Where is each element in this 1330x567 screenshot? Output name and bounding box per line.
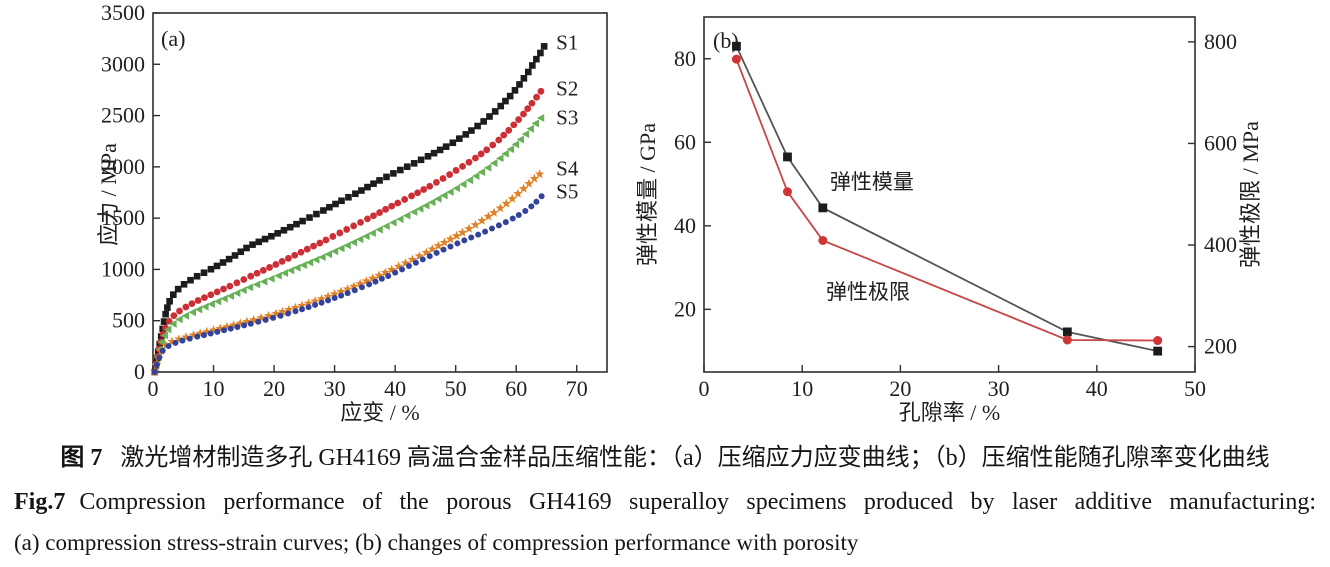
chart-a-x-tick-label: 60 (505, 376, 527, 401)
chart-b-x-tick-label: 50 (1184, 376, 1206, 401)
chart-a-series-S3 (150, 114, 545, 376)
chart-a-series-label-S5: S5 (556, 179, 578, 203)
caption-zh-text: 激光增材制造多孔 GH4169 高温合金样品压缩性能：（a）压缩应力应变曲线；（… (120, 445, 1270, 471)
figure-caption: 图 7 激光增材制造多孔 GH4169 高温合金样品压缩性能：（a）压缩应力应变曲… (14, 441, 1316, 559)
chart-b-y-left-tick-label: 40 (674, 213, 696, 238)
chart-a-series-label-S2: S2 (556, 76, 578, 100)
chart-a-series-S4 (150, 169, 545, 377)
chart-b-x-tick-label: 30 (988, 376, 1010, 401)
chart-b-y-left-tick-label: 80 (674, 46, 696, 71)
caption-line-en: Fig.7 Compression performance of the poro… (14, 485, 1316, 519)
chart-b-series-弹性极限 (731, 54, 1163, 346)
chart-b-x-tick-label: 10 (791, 376, 813, 401)
chart-a-y-tick-label: 0 (134, 359, 145, 384)
chart-a-series-label-S1: S1 (556, 31, 578, 55)
chart-b-x-axis-title: 孔隙率 / % (899, 400, 1000, 425)
figure-panels: 0 10 20 30 40 50 60 700500100015002000250030003… (96, 0, 1263, 425)
chart-b-y-right-tick-label: 800 (1204, 29, 1237, 54)
chart-b-y-right-tick-label: 400 (1204, 232, 1237, 257)
chart-a-x-tick-label: 40 (384, 376, 406, 401)
chart-b-annotation-弹性模量: 弹性模量 (830, 170, 914, 194)
caption-en-text: Compression performance of the porous GH… (79, 489, 1316, 515)
chart-b-y-right-tick-label: 200 (1204, 334, 1237, 359)
chart-a-y-tick-label: 3000 (101, 51, 145, 76)
chart-a: 0 10 20 30 40 50 60 70 0 500 1000 1500 2000 2500 3000 3… (96, 0, 608, 425)
chart-b-y-left-tick-label: 20 (674, 296, 696, 321)
chart-a-y-tick-label: 1000 (101, 256, 145, 281)
chart-b-frame (703, 16, 1196, 373)
chart-a-x-tick-label: 10 (203, 376, 225, 401)
chart-a-panel-label: (a) (161, 26, 185, 51)
caption-line-en2: (a) compression stress-strain curves; (b… (14, 530, 859, 555)
chart-a-y-tick-label: 1500 (101, 205, 145, 230)
chart-a-x-tick-label: 20 (263, 376, 285, 401)
chart-b-series-弹性模量 (732, 41, 1163, 356)
chart-b-annotation-弹性极限: 弹性极限 (826, 280, 910, 304)
chart-a-y-axis-title: 应力 / MPa (96, 143, 121, 246)
chart-a-y-tick-label: 500 (112, 308, 145, 333)
chart-a-series-S1 (151, 43, 548, 376)
chart-a-frame (152, 12, 608, 373)
chart-b-y-right-axis-title: 弹性极限 / MPa (1238, 121, 1263, 268)
chart-b-y-left-axis-title: 弹性模量 / GPa (635, 123, 660, 266)
chart-b-y-left-tick-label: 60 (674, 129, 696, 154)
chart-a-series-S2 (151, 87, 545, 376)
chart-a-y-tick-label: 2500 (101, 103, 145, 128)
caption-en-label: Fig.7 (14, 489, 66, 515)
chart-b-x-tick-label: 20 (889, 376, 911, 401)
chart-a-x-tick-label: 0 (148, 376, 159, 401)
caption-zh-label: 图 7 (60, 445, 103, 471)
chart-a-x-axis-title: 应变 / % (340, 400, 419, 425)
chart-a-x-tick-label: 70 (566, 376, 588, 401)
chart-b-y-right-tick-label: 600 (1204, 130, 1237, 155)
chart-b-x-tick-label: 40 (1086, 376, 1108, 401)
chart-a-y-tick-label: 2000 (101, 154, 145, 179)
chart-b-x-tick-label: 0 (699, 376, 710, 401)
caption-line-zh: 图 7 激光增材制造多孔 GH4169 高温合金样品压缩性能：（a）压缩应力应变曲… (14, 441, 1316, 475)
chart-a-series-label-S3: S3 (556, 106, 578, 130)
chart-a-x-tick-label: 30 (324, 376, 346, 401)
chart-a-x-tick-label: 50 (445, 376, 467, 401)
chart-a-series-label-S4: S4 (556, 156, 579, 180)
chart-a-y-tick-label: 3500 (101, 0, 145, 25)
chart-b: 0 10 20 30 40 50 20 40 60 80 200 400 600 800 孔隙率 / % 弹性… (635, 16, 1263, 425)
chart-a-series-S5 (151, 193, 545, 375)
